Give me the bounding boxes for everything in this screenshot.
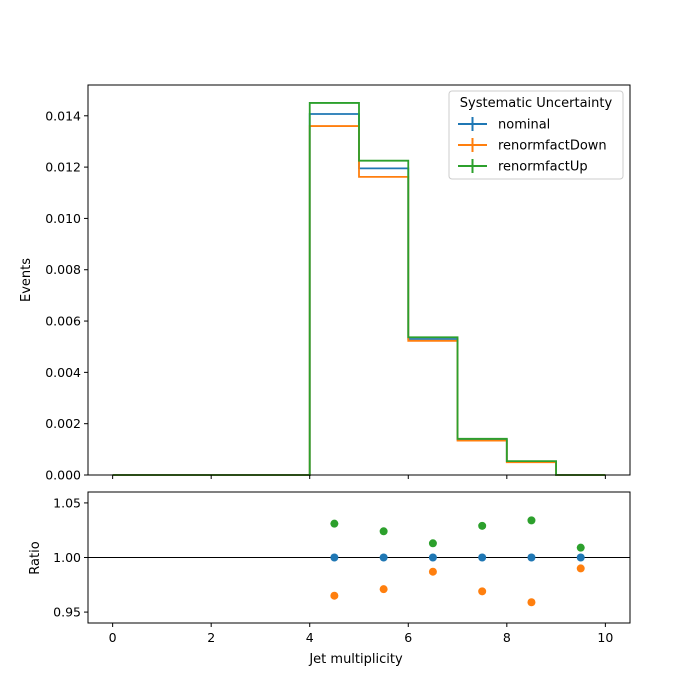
legend-label-nominal: nominal	[498, 118, 550, 133]
ratio-point-renormfactdown	[330, 591, 339, 600]
ratio-point-nominal	[428, 553, 437, 562]
ratio-point-renormfactdown	[478, 587, 487, 596]
ratio-point-renormfactup	[478, 521, 487, 530]
ratio-point-nominal	[478, 553, 487, 562]
histogram-frame	[87, 84, 631, 476]
x-tick-label: 0	[109, 630, 117, 645]
ratio-point-renormfactup	[330, 519, 339, 528]
ratio-y-ticks: 0.95 1.00 1.05	[53, 495, 88, 620]
ratio-point-nominal	[527, 553, 536, 562]
x-tick-label: 8	[503, 630, 511, 645]
ratio-y-tick-label: 0.95	[53, 605, 81, 620]
histogram-y-tick-label: 0.014	[45, 108, 81, 123]
ratio-y-axis-label: Ratio	[28, 541, 43, 574]
ratio-point-nominal	[330, 553, 339, 562]
legend-box	[448, 90, 624, 180]
ratio-y-tick-label: 1.00	[53, 550, 81, 565]
histogram-x-ticks	[112, 475, 606, 479]
ratio-y-tick-label: 1.05	[53, 495, 81, 510]
legend-entry-nominal: nominal	[458, 117, 550, 133]
ratio-point-renormfactup	[527, 516, 536, 525]
histogram-y-tick-label: 0.000	[45, 468, 81, 483]
histogram-y-axis-label: Events	[19, 258, 34, 302]
x-tick-label: 2	[207, 630, 215, 645]
legend-label-renormfactdown: renormfactDown	[498, 139, 607, 154]
histogram-y-tick-label: 0.004	[45, 365, 81, 380]
histogram-y-tick-label: 0.010	[45, 211, 81, 226]
histogram-panel: 0.000 0.002 0.004 0.006 0.008 0.010 0.012 0.014…	[19, 84, 631, 483]
x-tick-label: 4	[306, 630, 314, 645]
legend-entry-renormfactdown: renormfactDown	[458, 138, 607, 154]
ratio-point-renormfactup	[428, 539, 437, 548]
histogram-y-ticks: 0.000 0.002 0.004 0.006 0.008 0.010 0.012 0.014	[45, 108, 88, 483]
x-tick-label: 10	[597, 630, 613, 645]
ratio-point-nominal	[576, 553, 585, 562]
ratio-point-renormfactdown	[379, 585, 388, 594]
ratio-x-ticks: 0 2 4 6 8 10	[109, 623, 613, 645]
histogram-y-tick-label: 0.006	[45, 314, 81, 329]
ratio-point-nominal	[379, 553, 388, 562]
histogram-y-tick-label: 0.008	[45, 262, 81, 277]
ratio-point-renormfactdown	[576, 564, 585, 573]
ratio-panel: 0.95 1.00 1.05 0 2 4 6 8 10 Ratio Jet multiplic…	[28, 491, 631, 667]
ratio-point-renormfactdown	[527, 598, 536, 607]
legend: Systematic Uncertainty nominal renormfac…	[448, 90, 624, 180]
histogram-y-tick-label: 0.012	[45, 160, 81, 175]
x-tick-label: 6	[404, 630, 412, 645]
legend-title: Systematic Uncertainty	[460, 96, 613, 111]
ratio-point-renormfactup	[379, 527, 388, 536]
legend-entry-renormfactup: renormfactUp	[458, 159, 588, 175]
ratio-points-group	[330, 516, 585, 607]
ratio-point-renormfactup	[576, 543, 585, 552]
x-axis-label: Jet multiplicity	[308, 652, 403, 667]
histogram-y-tick-label: 0.002	[45, 416, 81, 431]
legend-label-renormfactup: renormfactUp	[498, 160, 588, 175]
ratio-point-renormfactdown	[428, 567, 437, 576]
